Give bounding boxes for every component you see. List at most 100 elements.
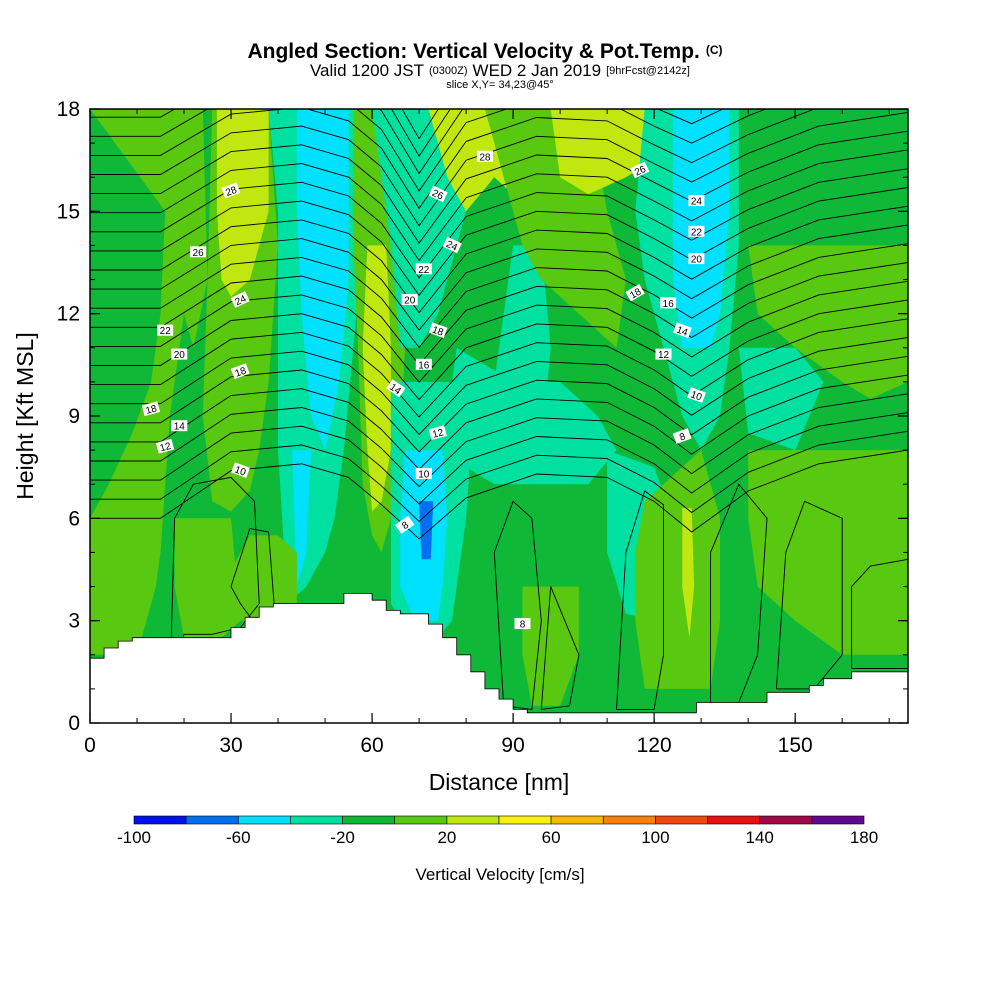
updraft-region: [216, 109, 269, 297]
y-tick-label: 12: [57, 303, 80, 326]
contour-label-text: 16: [663, 299, 675, 310]
colorbar-tick-label: -100: [117, 828, 151, 847]
chart-subtitle: Valid 1200 JST (0300Z) WED 2 Jan 2019 [9hrF…: [310, 61, 690, 80]
contour-label: 10: [231, 462, 250, 479]
isentrope-line: [90, 299, 908, 401]
colorbar-swatch: [811, 815, 865, 825]
contour-label: 28: [221, 182, 241, 199]
contour-label-text: 18: [628, 286, 644, 301]
isentrope-line: [90, 168, 908, 279]
contour-label-text: 28: [479, 152, 491, 163]
contour-label-text: 12: [431, 427, 445, 441]
contour-label: 12: [428, 425, 447, 441]
contour-label: 8: [672, 428, 692, 444]
updraft-region: [362, 245, 391, 512]
isentrope-line: [616, 490, 664, 710]
updraft-region: [682, 508, 695, 638]
x-tick-label: 0: [84, 734, 96, 757]
contour-label: 26: [190, 246, 207, 259]
contour-label-text: 26: [633, 164, 648, 179]
downdraft-region: [738, 347, 824, 451]
isentrope-line: [90, 111, 908, 227]
isentrope-line: [90, 149, 908, 262]
isentrope-line: [493, 500, 542, 710]
contour-label: 20: [688, 253, 705, 266]
isentrope-line: [90, 224, 908, 331]
contour-label-text: 10: [689, 389, 704, 403]
contour-label: 18: [230, 363, 250, 380]
contour-label-text: 16: [418, 360, 430, 371]
contour-label-text: 18: [234, 365, 249, 379]
y-tick-label: 18: [57, 98, 80, 121]
x-tick-label: 30: [219, 734, 242, 757]
colorbar-swatch: [394, 815, 448, 825]
colorbar-tick-label: 60: [542, 828, 561, 847]
contour-label: 10: [687, 387, 706, 404]
chart-title: Angled Section: Vertical Velocity & Pot.…: [247, 40, 722, 63]
contour-label-text: 10: [418, 470, 430, 481]
isentrope-line: [90, 109, 768, 192]
updraft-region: [635, 450, 720, 689]
colorbar-tick-label: 20: [437, 828, 456, 847]
x-axis-label: Distance [nm]: [429, 769, 570, 795]
colorbar-tick-label: 140: [746, 828, 774, 847]
colorbar: -100 -60 -20 20 60 100 140 180: [117, 815, 878, 847]
isentrope-line: [230, 528, 279, 657]
contour-label-text: 20: [174, 350, 186, 361]
isentrope-line: [90, 187, 908, 296]
colorbar-swatch: [133, 815, 187, 825]
slice-label: slice X,Y= 34,23@45°: [446, 79, 554, 91]
contour-label: 16: [415, 358, 432, 371]
contour-label: 20: [171, 348, 188, 361]
contour-label: 24: [688, 195, 705, 208]
isentrope-line: [90, 337, 908, 436]
updraft-region: [748, 450, 908, 655]
isentrope-line: [90, 412, 908, 505]
colorbar-tick-label: -20: [330, 828, 355, 847]
contour-label: 24: [442, 236, 462, 254]
contour-label: 22: [688, 225, 705, 238]
terrain: [90, 593, 908, 723]
colorbar-tick-label: 180: [850, 828, 878, 847]
x-axis: 0 30 60 90 120 150: [84, 109, 890, 757]
contour-label: 16: [660, 297, 677, 310]
updraft-region: [748, 245, 908, 399]
isentrope-line: [90, 262, 908, 366]
contour-label-text: 8: [678, 431, 687, 443]
colorbar-swatch: [759, 815, 813, 825]
y-tick-label: 6: [68, 507, 80, 530]
contour-label-text: 12: [658, 350, 670, 361]
contour-label-text: 20: [404, 296, 416, 307]
colorbar-swatch: [238, 815, 291, 825]
colorbar-swatch: [707, 815, 760, 825]
contour-label-text: 26: [193, 248, 205, 259]
contour-label: 24: [230, 291, 250, 308]
x-tick-label: 150: [778, 734, 813, 757]
x-tick-label: 120: [637, 734, 672, 757]
y-tick-label: 9: [68, 405, 80, 428]
contour-label: 18: [141, 401, 161, 417]
isentrope-line: [90, 280, 908, 383]
contour-label-text: 14: [174, 422, 186, 433]
contour-label: 22: [415, 263, 432, 276]
y-tick-label: 0: [68, 712, 80, 735]
potential-temperature-contours: [90, 109, 908, 710]
contour-label-text: 20: [691, 255, 703, 266]
contour-label-text: 22: [418, 265, 430, 276]
colorbar-swatch: [342, 815, 396, 825]
contour-label: 18: [625, 284, 645, 302]
x-tick-label: 60: [360, 734, 383, 757]
contour-label: 14: [386, 379, 406, 397]
contour-label: 14: [171, 420, 188, 433]
colorbar-swatch: [498, 815, 552, 825]
updraft-region: [231, 535, 297, 621]
contour-label: 8: [395, 515, 415, 534]
contour-label: 22: [157, 324, 174, 337]
contour-label-text: 8: [520, 620, 526, 631]
contour-label-text: 18: [145, 403, 159, 417]
colorbar-swatch: [185, 815, 239, 825]
contour-label-text: 10: [233, 464, 248, 478]
isentrope-line: [90, 318, 908, 418]
contour-label-text: 14: [675, 325, 690, 339]
